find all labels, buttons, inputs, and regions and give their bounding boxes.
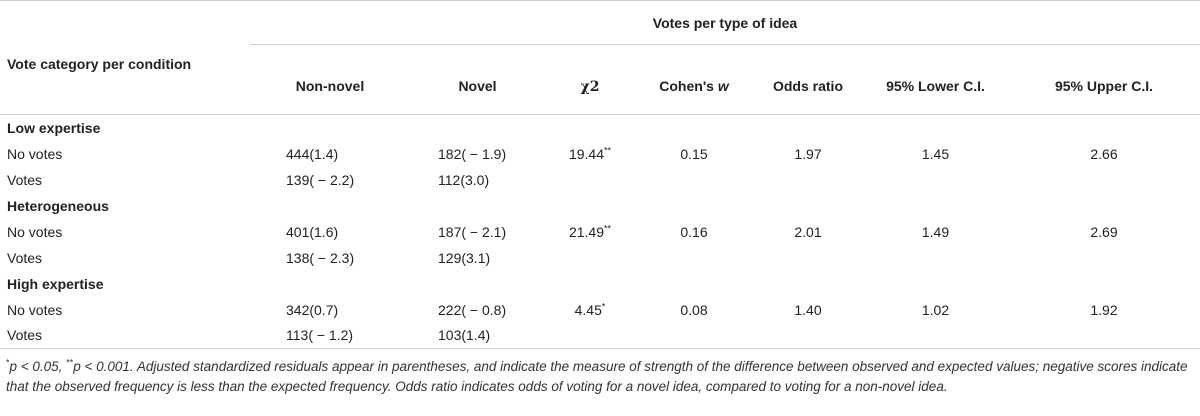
header-rule-row xyxy=(0,44,1200,59)
significance-mark: * xyxy=(601,300,606,311)
cell-chi2: 19.44** xyxy=(545,141,635,167)
cell-chi2 xyxy=(545,245,635,271)
cell-upper-ci: 1.92 xyxy=(1090,301,1118,318)
cell-novel: 112(3.0) xyxy=(438,171,490,188)
cell-cohens-w: 0.15 xyxy=(680,145,708,162)
cell-non-novel: 342(0.7) xyxy=(286,301,339,318)
row-label: No votes xyxy=(7,145,63,162)
significance-mark: ** xyxy=(604,222,612,233)
col-header-odds-ratio: Odds ratio xyxy=(753,58,863,115)
cell-non-novel: 113( − 1.2) xyxy=(250,322,410,349)
group-header: Votes per type of idea xyxy=(250,0,1200,45)
results-table-wrap: Vote category per condition Votes per ty… xyxy=(0,0,1200,397)
table-row: Votes 113( − 1.2) 103(1.4) xyxy=(0,322,1200,349)
cell-odds-ratio: 1.97 xyxy=(794,145,822,162)
results-table: Vote category per condition Votes per ty… xyxy=(0,0,1200,349)
cell-chi2: 21.49** xyxy=(545,219,635,245)
row-label: Votes xyxy=(0,322,250,349)
table-row: No votes 444(1.4) 182( − 1.9) 19.44** 0.… xyxy=(0,141,1200,167)
group-label: Low expertise xyxy=(7,119,101,136)
cell-upper-ci: 2.66 xyxy=(1090,145,1118,162)
cell-odds-ratio xyxy=(753,167,863,193)
cell-chi2: 4.45* xyxy=(545,297,635,323)
footnote-sig1-text: p < 0.05, xyxy=(9,359,67,374)
cell-novel: 129(3.1) xyxy=(438,249,491,266)
col-header-cohens-w: Cohen's w xyxy=(635,58,753,115)
group-header-rule xyxy=(250,44,1200,59)
cell-cohens-w: 0.08 xyxy=(680,301,708,318)
cell-non-novel: 139( − 2.2) xyxy=(286,171,355,188)
chi2-label: χ2 xyxy=(580,78,600,95)
cell-odds-ratio xyxy=(753,322,863,349)
cell-novel: 187( − 2.1) xyxy=(438,223,507,240)
col-header-upper-ci: 95% Upper C.I. xyxy=(1008,58,1200,115)
cell-novel: 182( − 1.9) xyxy=(438,145,507,162)
chi2-value: 19.44 xyxy=(568,145,605,162)
chi2-value: 21.49 xyxy=(568,223,605,240)
group-row-low-expertise: Low expertise xyxy=(0,115,1200,141)
cohens-w-symbol: w xyxy=(717,78,729,95)
table-row: Votes 139( − 2.2) 112(3.0) xyxy=(0,167,1200,193)
row-label: Votes xyxy=(7,249,43,266)
footnote-sig2-text: p < 0.001. xyxy=(73,359,137,374)
table-footnote: *p < 0.05, **p < 0.001. Adjusted standar… xyxy=(0,349,1200,397)
header-row-top: Vote category per condition Votes per ty… xyxy=(0,0,1200,115)
corner-header: Vote category per condition xyxy=(0,0,250,115)
col-header-chi2: χ2 xyxy=(545,58,635,115)
col-header-non-novel: Non-novel xyxy=(250,58,410,115)
row-label: No votes xyxy=(7,301,63,318)
col-header-lower-ci: 95% Lower C.I. xyxy=(863,58,1008,115)
cell-cohens-w xyxy=(635,322,753,349)
cell-chi2 xyxy=(545,167,635,193)
cell-odds-ratio xyxy=(753,245,863,271)
cell-lower-ci xyxy=(863,245,1008,271)
group-row-heterogeneous: Heterogeneous xyxy=(0,193,1200,219)
significance-mark: ** xyxy=(604,144,612,155)
cell-lower-ci: 1.49 xyxy=(921,223,950,240)
cell-cohens-w: 0.16 xyxy=(680,223,708,240)
table-row: No votes 401(1.6) 187( − 2.1) 21.49** 0.… xyxy=(0,219,1200,245)
cell-odds-ratio: 1.40 xyxy=(794,301,822,318)
cell-lower-ci: 1.45 xyxy=(921,145,950,162)
cell-cohens-w xyxy=(635,167,753,193)
group-label: High expertise xyxy=(7,275,104,292)
footnote-sig2-mark: ** xyxy=(66,357,74,368)
group-row-high-expertise: High expertise xyxy=(0,271,1200,297)
chi2-value: 4.45 xyxy=(574,301,602,318)
footnote-sig1-mark: * xyxy=(6,357,10,368)
cell-novel: 103(1.4) xyxy=(410,322,545,349)
cell-novel: 222( − 0.8) xyxy=(438,301,507,318)
cell-lower-ci xyxy=(863,322,1008,349)
cell-non-novel: 444(1.4) xyxy=(286,145,339,162)
table-row: Votes 138( − 2.3) 129(3.1) xyxy=(0,245,1200,271)
cell-lower-ci: 1.02 xyxy=(921,301,950,318)
row-label: No votes xyxy=(7,223,63,240)
cell-upper-ci xyxy=(1008,322,1200,349)
col-header-novel: Novel xyxy=(410,58,545,115)
cell-lower-ci xyxy=(863,167,1008,193)
cell-cohens-w xyxy=(635,245,753,271)
cell-upper-ci xyxy=(1008,167,1200,193)
cell-upper-ci: 2.69 xyxy=(1090,223,1118,240)
cell-chi2 xyxy=(545,322,635,349)
cell-upper-ci xyxy=(1008,245,1200,271)
table-row: No votes 342(0.7) 222( − 0.8) 4.45* 0.08… xyxy=(0,297,1200,323)
cell-non-novel: 138( − 2.3) xyxy=(286,249,355,266)
row-label: Votes xyxy=(7,171,43,188)
column-header-row: Non-novel Novel χ2 Cohen's w Odds ratio … xyxy=(0,58,1200,115)
cohens-label: Cohen's xyxy=(659,78,714,95)
group-label: Heterogeneous xyxy=(7,197,109,214)
cell-non-novel: 401(1.6) xyxy=(286,223,339,240)
footnote-body: Adjusted standardized residuals appear i… xyxy=(6,359,1188,394)
cell-odds-ratio: 2.01 xyxy=(794,223,822,240)
